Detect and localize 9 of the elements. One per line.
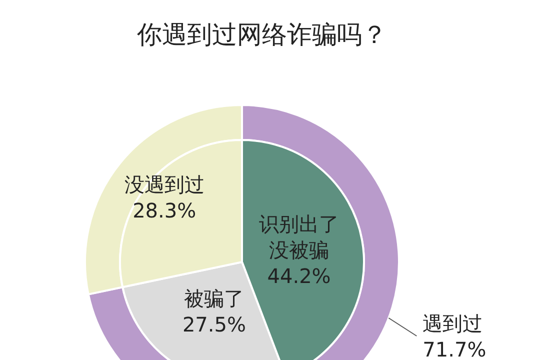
slice-label: 没遇到过 xyxy=(124,172,204,196)
slice-label: 被骗了 xyxy=(184,286,244,310)
data-label: 27.5% xyxy=(182,312,246,336)
chart-title: 你遇到过网络诈骗吗？ xyxy=(136,20,387,49)
data-label: 44.2% xyxy=(267,264,331,288)
slice-label: 遇到过 xyxy=(422,311,483,336)
data-label: 71.7% xyxy=(422,337,486,360)
slice-label: 识别出了没被骗 xyxy=(259,212,340,262)
data-label: 28.3% xyxy=(132,198,196,222)
